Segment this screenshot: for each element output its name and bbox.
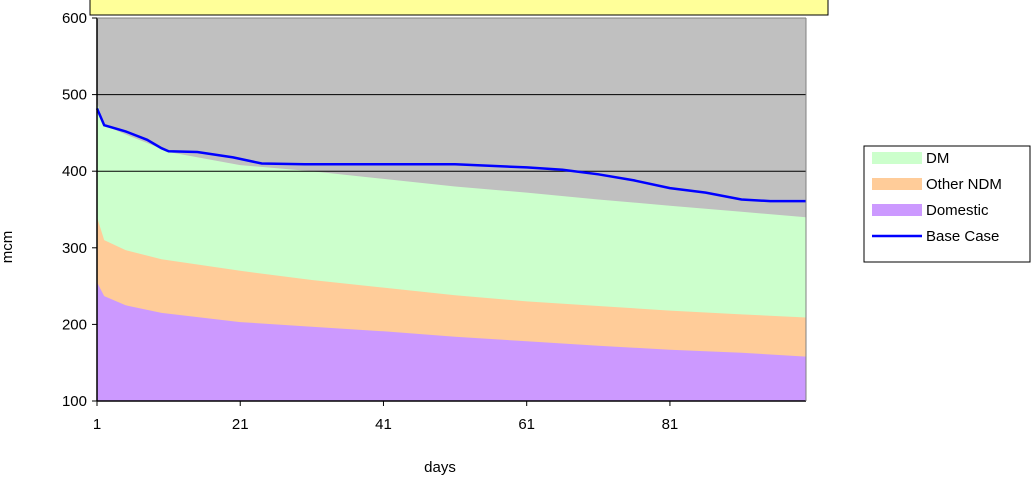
y-tick-label: 500 (62, 87, 87, 104)
title-box (89, 0, 829, 16)
y-tick-label: 600 (62, 10, 87, 27)
y-tick-label: 400 (62, 163, 87, 180)
legend-label-other-ndm: Other NDM (926, 176, 1002, 193)
legend-label-dm: DM (926, 150, 949, 167)
area-domestic (97, 282, 806, 401)
legend-swatch-other-ndm (872, 178, 922, 190)
y-tick-label: 200 (62, 316, 87, 333)
y-tick-label: 100 (62, 393, 87, 410)
line-series-layer (95, 107, 806, 203)
gridlines (97, 94, 806, 172)
legend-label-domestic: Domestic (926, 202, 989, 219)
y-axis-title: mcm (0, 231, 16, 264)
x-tick-label: 61 (518, 416, 535, 433)
line-base-case (95, 107, 806, 203)
y-tick-label: 300 (62, 240, 87, 257)
x-tick-label: 1 (93, 416, 101, 433)
legend: DM Other NDM Domestic Base Case (863, 145, 1031, 263)
x-axis-title: days (424, 459, 456, 476)
legend-swatch-domestic (872, 204, 922, 216)
axes (92, 17, 807, 406)
legend-label-base-case: Base Case (926, 228, 999, 245)
x-tick-label: 21 (232, 416, 249, 433)
tick-labels: 100 200 300 400 500 600 1 21 41 61 81 (62, 10, 678, 433)
x-tick-label: 81 (662, 416, 679, 433)
legend-swatch-dm (872, 152, 922, 164)
x-tick-label: 41 (375, 416, 392, 433)
area-series-layer (97, 102, 806, 402)
